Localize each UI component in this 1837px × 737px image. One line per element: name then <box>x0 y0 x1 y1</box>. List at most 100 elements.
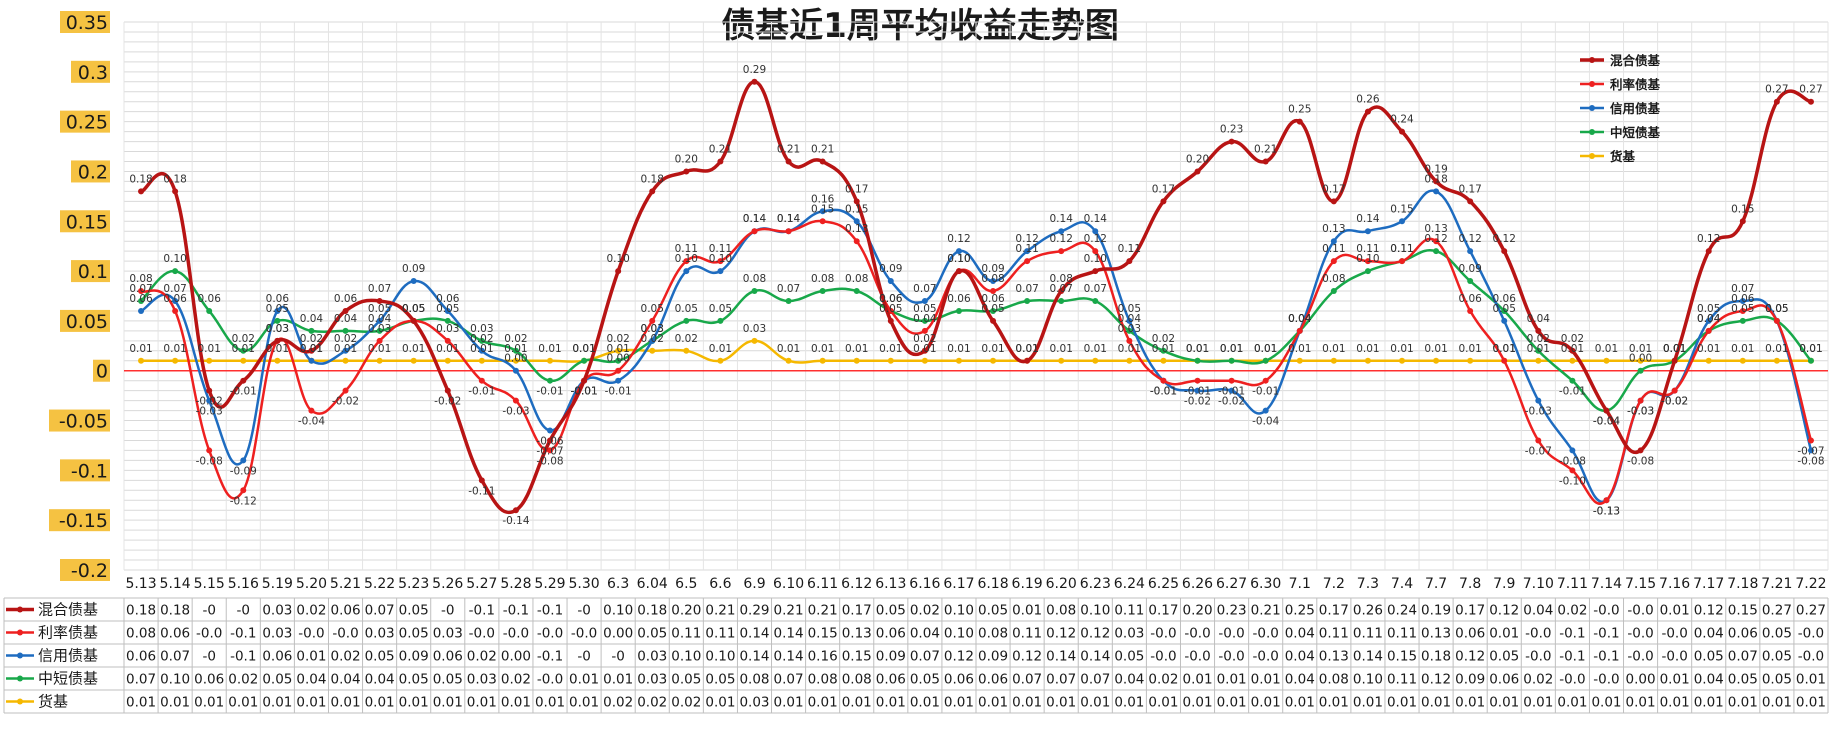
data-label: 0.05 <box>402 303 425 315</box>
table-cell: 0.01 <box>1217 672 1247 688</box>
table-cell: 0.01 <box>1626 695 1656 711</box>
data-label: 0.12 <box>1084 233 1107 245</box>
series-point-3 <box>1807 357 1814 364</box>
legend-marker <box>1589 129 1595 135</box>
table-cell: 0.01 <box>1523 695 1553 711</box>
data-label: 0.01 <box>709 343 732 355</box>
data-label: 0.04 <box>334 313 358 325</box>
table-cell: 0.12 <box>1012 649 1042 665</box>
series-point-2 <box>138 307 145 314</box>
data-label: 0.04 <box>1288 313 1312 325</box>
table-cell: 0.01 <box>1114 695 1144 711</box>
table-cell: 0.12 <box>1421 672 1451 688</box>
x-tick-label: 7.10 <box>1523 576 1554 592</box>
table-cell: -0.0 <box>1525 649 1551 665</box>
legend-marker <box>1589 81 1595 87</box>
table-cell: 0.04 <box>365 672 395 688</box>
table-cell: 0.01 <box>535 695 565 711</box>
table-cell: 0.01 <box>1080 695 1110 711</box>
y-tick-bg <box>71 160 110 183</box>
x-tick-label: 5.21 <box>330 576 361 592</box>
series-point-0 <box>1467 198 1474 205</box>
series-point-4 <box>342 357 349 364</box>
data-label: 0.06 <box>1458 293 1482 305</box>
grid <box>123 21 1829 571</box>
table-cell: 0.03 <box>433 626 463 642</box>
data-label: 0.02 <box>504 333 527 345</box>
series-point-2 <box>478 347 485 354</box>
table-cell: 0.10 <box>944 626 974 642</box>
data-label: 0.07 <box>368 283 391 295</box>
series-point-1 <box>1603 497 1610 504</box>
series-point-2 <box>1399 218 1405 225</box>
table-cell: 0.01 <box>603 672 633 688</box>
data-label: -0.02 <box>434 396 461 408</box>
series-point-1 <box>478 377 485 384</box>
series-point-2 <box>1194 387 1201 394</box>
table-cell: -0.0 <box>1253 626 1279 642</box>
data-label: 0.01 <box>913 343 936 355</box>
table-cell: -0.0 <box>1627 649 1653 665</box>
table-cell: 0.01 <box>296 649 326 665</box>
y-tick-bg <box>71 60 110 83</box>
data-label: 0.11 <box>675 243 698 255</box>
data-label: 0.09 <box>981 263 1004 275</box>
data-label: 0.01 <box>1663 343 1686 355</box>
table-cell: 0.09 <box>978 649 1008 665</box>
data-label: 0.04 <box>913 313 937 325</box>
table-cell: 0.01 <box>1421 695 1451 711</box>
series-point-2 <box>1467 248 1474 255</box>
data-label: 0.01 <box>811 343 834 355</box>
data-label: 0.01 <box>402 343 425 355</box>
table-cell: -0.0 <box>1525 626 1551 642</box>
series-point-3 <box>955 307 962 314</box>
data-label: 0.17 <box>1152 183 1175 195</box>
data-label: 0.02 <box>641 333 664 345</box>
table-cell: 0.12 <box>1455 649 1485 665</box>
series-point-4 <box>206 357 213 364</box>
table-cell: 0.08 <box>1319 672 1349 688</box>
table-cell: 0.10 <box>1353 672 1383 688</box>
data-label: 0.01 <box>572 343 595 355</box>
series-point-0 <box>444 387 451 394</box>
table-cell: 0.02 <box>501 672 531 688</box>
table-cell: 0.02 <box>296 603 326 619</box>
table-cell: 0.03 <box>1114 626 1144 642</box>
series-point-4 <box>1330 357 1337 364</box>
table-cell: -0.1 <box>537 603 563 619</box>
data-label: 0.01 <box>1254 343 1277 355</box>
data-label: 0.01 <box>504 343 527 355</box>
series-point-1 <box>649 317 656 324</box>
data-label: 0.18 <box>163 173 186 185</box>
data-label: 0.06 <box>129 293 153 305</box>
table-cell: 0.01 <box>228 695 258 711</box>
table-cell: 0.12 <box>1080 626 1110 642</box>
data-label: 0.25 <box>1288 104 1311 116</box>
table-cell: 0.01 <box>944 695 974 711</box>
data-table: 混合债基 0.18 0.18 -0 -0 0.03 0.02 0.06 0.07 0.05 -0 -0… <box>3 597 1829 714</box>
data-label: 0.01 <box>1220 343 1243 355</box>
x-tick-label: 6.3 <box>607 576 629 592</box>
table-cell: 0.03 <box>365 626 395 642</box>
table-cell: 0.17 <box>1455 603 1485 619</box>
data-label: 0.03 <box>436 323 459 335</box>
data-label: 0.20 <box>675 153 698 165</box>
data-label: -0.01 <box>468 386 495 398</box>
table-cell: 0.05 <box>1762 672 1792 688</box>
series-point-0 <box>1433 178 1440 185</box>
data-label: 0.04 <box>1697 313 1721 325</box>
series-point-2 <box>853 218 860 225</box>
data-label: 0.10 <box>947 253 970 265</box>
data-label: -0.02 <box>1661 396 1688 408</box>
series-point-2 <box>376 317 383 324</box>
data-label: 0.07 <box>913 283 936 295</box>
y-tick-label: 0.35 <box>66 12 108 34</box>
table-cell: 0.06 <box>1455 626 1485 642</box>
series-point-3 <box>376 327 383 334</box>
y-tick-label: 0.3 <box>78 62 108 84</box>
table-row-swatch-marker <box>17 629 23 636</box>
y-axis: 0.35 0.3 0.25 0.2 0.15 0.1 0.05 0 -0.05 -0.1 -0.15… <box>49 11 110 582</box>
table-cell: 0.02 <box>1557 603 1587 619</box>
legend-marker <box>1589 153 1595 159</box>
series-point-4 <box>990 357 997 364</box>
